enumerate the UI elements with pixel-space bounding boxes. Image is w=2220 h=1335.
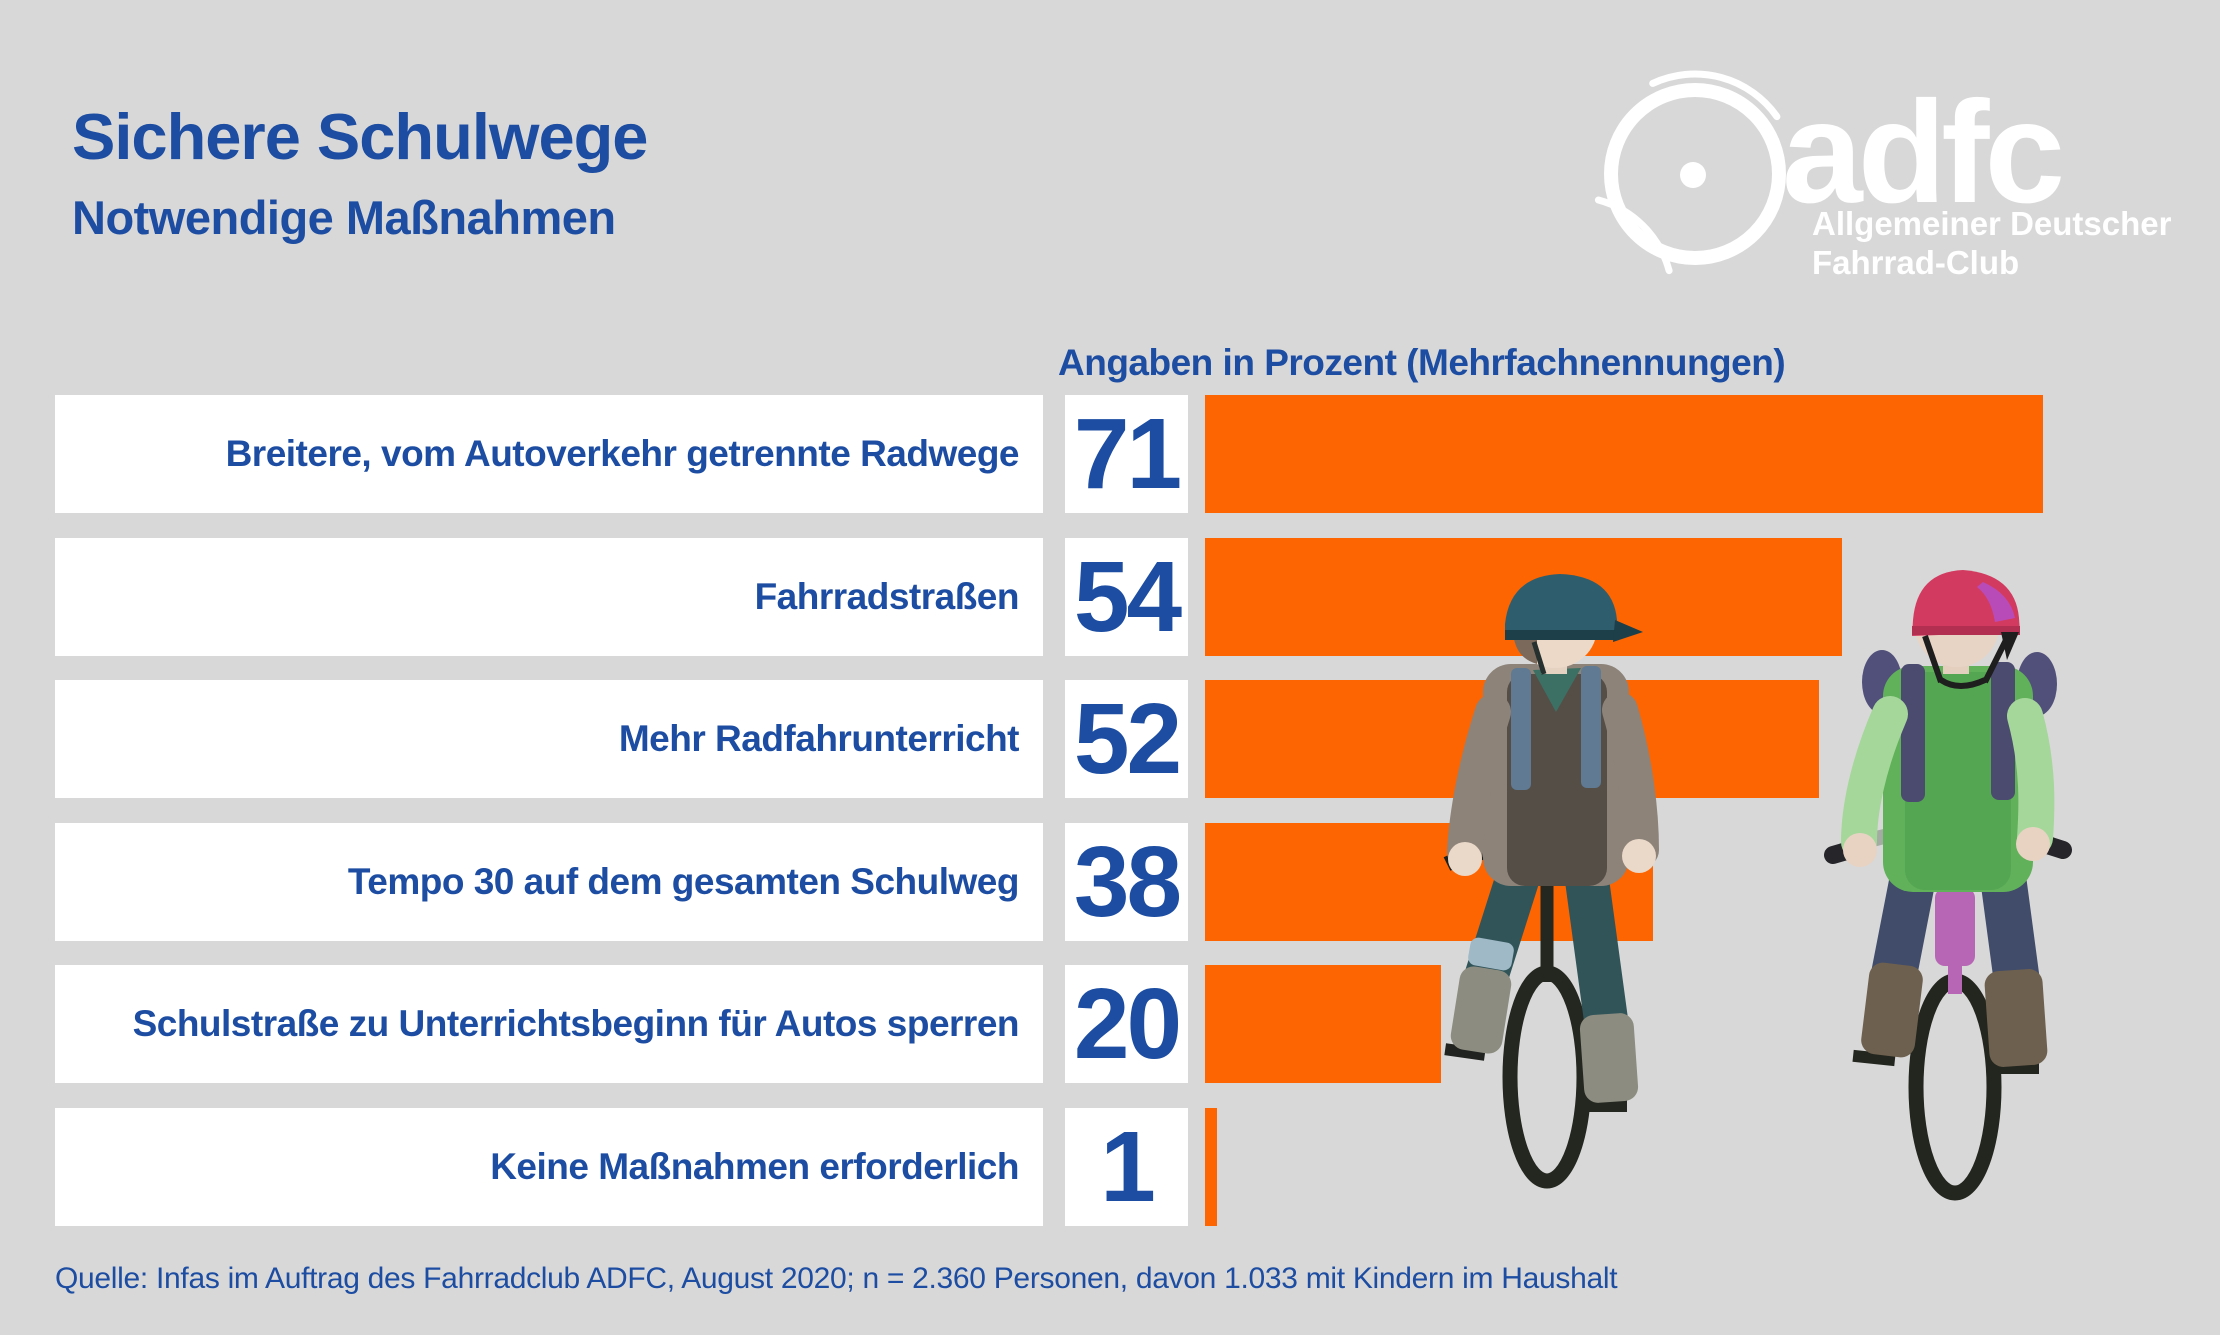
measure-value-box: 20	[1065, 965, 1188, 1083]
measure-label-box: Keine Maßnahmen erforderlich	[55, 1108, 1043, 1226]
source-text: Quelle: Infas im Auftrag des Fahrradclub…	[55, 1262, 1618, 1295]
measure-bar	[1205, 1108, 1217, 1226]
measure-value: 52	[1073, 683, 1182, 795]
bicycle-wheel-icon	[1594, 70, 1786, 275]
measure-value: 54	[1073, 541, 1182, 653]
measure-value-box: 71	[1065, 395, 1188, 513]
measure-bar	[1205, 965, 1441, 1083]
measure-bar	[1205, 395, 2043, 513]
page-subtitle: Notwendige Maßnahmen	[72, 191, 616, 244]
measure-label: Mehr Radfahrunterricht	[618, 718, 1020, 759]
chart-row: Fahrradstraßen 54	[0, 538, 2220, 656]
measure-label: Breitere, vom Autoverkehr getrennte Radw…	[225, 433, 1020, 474]
chart-row: Keine Maßnahmen erforderlich 1	[0, 1108, 2220, 1226]
measure-value: 1	[1100, 1111, 1156, 1223]
measure-label: Tempo 30 auf dem gesamten Schulweg	[347, 861, 1020, 902]
measure-value: 38	[1073, 826, 1182, 938]
chart-row: Schulstraße zu Unterrichtsbeginn für Aut…	[0, 965, 2220, 1083]
measure-value-box: 54	[1065, 538, 1188, 656]
measure-label: Schulstraße zu Unterrichtsbeginn für Aut…	[132, 1003, 1020, 1044]
logo-wordmark: adfc	[1782, 71, 2065, 233]
logo-tagline: Allgemeiner Deutscher Fahrrad-Club	[1812, 204, 2171, 282]
measure-label: Fahrradstraßen	[754, 576, 1020, 617]
right-cyclist	[1824, 570, 2072, 1201]
logo-tagline-line2: Fahrrad-Club	[1812, 244, 2020, 281]
measure-value-box: 52	[1065, 680, 1188, 798]
measure-value-box: 1	[1065, 1108, 1188, 1226]
chart-axis-note: Angaben in Prozent (Mehrfachnennungen)	[1058, 342, 1786, 383]
measure-label-box: Tempo 30 auf dem gesamten Schulweg	[55, 823, 1043, 941]
left-cyclist	[1443, 574, 1659, 1189]
children-cycling-illustration	[1443, 570, 2072, 1201]
logo-tagline-line1: Allgemeiner Deutscher	[1812, 205, 2172, 242]
page-title: Sichere Schulwege	[72, 100, 648, 173]
measure-label: Keine Maßnahmen erforderlich	[490, 1146, 1019, 1187]
measure-label-box: Fahrradstraßen	[55, 538, 1043, 656]
measure-value-box: 38	[1065, 823, 1188, 941]
chart-row: Breitere, vom Autoverkehr getrennte Radw…	[0, 395, 2220, 513]
measure-label-box: Mehr Radfahrunterricht	[55, 680, 1043, 798]
measure-label-box: Schulstraße zu Unterrichtsbeginn für Aut…	[55, 965, 1043, 1083]
measure-value: 71	[1073, 398, 1182, 510]
measure-value: 20	[1073, 968, 1182, 1080]
measure-label-box: Breitere, vom Autoverkehr getrennte Radw…	[55, 395, 1043, 513]
